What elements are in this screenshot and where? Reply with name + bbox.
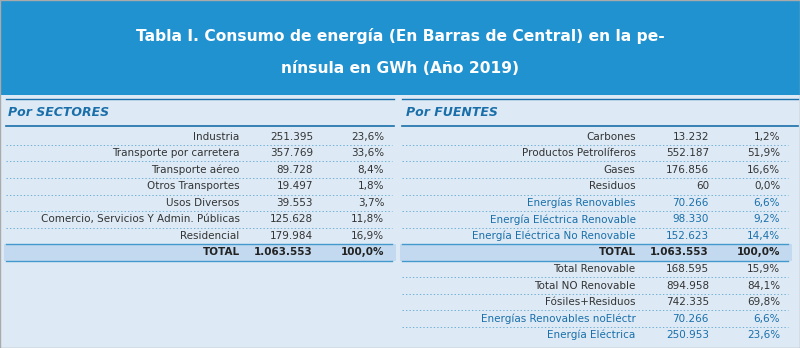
Text: 894.958: 894.958 xyxy=(666,280,709,291)
Text: 16,9%: 16,9% xyxy=(351,231,384,241)
Text: Usos Diversos: Usos Diversos xyxy=(166,198,240,208)
Text: 8,4%: 8,4% xyxy=(358,165,384,175)
Text: 357.769: 357.769 xyxy=(270,148,313,158)
Text: Fósiles+Residuos: Fósiles+Residuos xyxy=(545,297,636,307)
Text: 69,8%: 69,8% xyxy=(747,297,780,307)
Text: 16,6%: 16,6% xyxy=(747,165,780,175)
Text: 13.232: 13.232 xyxy=(672,132,709,142)
Text: 70.266: 70.266 xyxy=(673,314,709,324)
Text: Transporte por carretera: Transporte por carretera xyxy=(112,148,240,158)
Text: 19.497: 19.497 xyxy=(276,181,313,191)
Text: 23,6%: 23,6% xyxy=(351,132,384,142)
Text: 89.728: 89.728 xyxy=(276,165,313,175)
Text: 742.335: 742.335 xyxy=(666,297,709,307)
Text: Gases: Gases xyxy=(604,165,636,175)
Text: 176.856: 176.856 xyxy=(666,165,709,175)
FancyBboxPatch shape xyxy=(0,95,800,348)
Text: Total NO Renovable: Total NO Renovable xyxy=(534,280,636,291)
Text: 6,6%: 6,6% xyxy=(754,314,780,324)
Text: 14,4%: 14,4% xyxy=(747,231,780,241)
Text: Productos Petrolíferos: Productos Petrolíferos xyxy=(522,148,636,158)
Text: Residuos: Residuos xyxy=(589,181,636,191)
Text: 98.330: 98.330 xyxy=(673,214,709,224)
Text: 51,9%: 51,9% xyxy=(747,148,780,158)
Text: 6,6%: 6,6% xyxy=(754,198,780,208)
Text: Industria: Industria xyxy=(194,132,240,142)
FancyBboxPatch shape xyxy=(4,244,396,261)
Text: TOTAL: TOTAL xyxy=(202,247,240,258)
Text: 168.595: 168.595 xyxy=(666,264,709,274)
Text: 1.063.553: 1.063.553 xyxy=(254,247,313,258)
Text: 3,7%: 3,7% xyxy=(358,198,384,208)
FancyBboxPatch shape xyxy=(0,0,800,95)
Text: Total Renovable: Total Renovable xyxy=(554,264,636,274)
Text: Tabla I. Consumo de energía (En Barras de Central) en la pe-: Tabla I. Consumo de energía (En Barras d… xyxy=(136,28,664,44)
Text: 1,2%: 1,2% xyxy=(754,132,780,142)
FancyBboxPatch shape xyxy=(400,244,792,261)
Text: 552.187: 552.187 xyxy=(666,148,709,158)
Text: Energías Renovables noEléctr: Energías Renovables noEléctr xyxy=(481,314,636,324)
Text: 60: 60 xyxy=(696,181,709,191)
Text: 39.553: 39.553 xyxy=(276,198,313,208)
FancyBboxPatch shape xyxy=(400,98,792,128)
Text: 9,2%: 9,2% xyxy=(754,214,780,224)
Text: 179.984: 179.984 xyxy=(270,231,313,241)
Text: Carbones: Carbones xyxy=(586,132,636,142)
Text: Energías Renovables: Energías Renovables xyxy=(527,198,636,208)
Text: nínsula en GWh (Año 2019): nínsula en GWh (Año 2019) xyxy=(281,61,519,76)
Text: 33,6%: 33,6% xyxy=(351,148,384,158)
Text: Otros Transportes: Otros Transportes xyxy=(147,181,240,191)
FancyBboxPatch shape xyxy=(4,98,396,128)
Text: Comercio, Servicios Y Admin. Públicas: Comercio, Servicios Y Admin. Públicas xyxy=(41,214,240,224)
Text: Por FUENTES: Por FUENTES xyxy=(406,106,498,119)
Text: 125.628: 125.628 xyxy=(270,214,313,224)
Text: Residencial: Residencial xyxy=(180,231,240,241)
Text: 1.063.553: 1.063.553 xyxy=(650,247,709,258)
Text: 70.266: 70.266 xyxy=(673,198,709,208)
Text: 84,1%: 84,1% xyxy=(747,280,780,291)
Text: 1,8%: 1,8% xyxy=(358,181,384,191)
Text: 152.623: 152.623 xyxy=(666,231,709,241)
Text: Energía Eléctrica Renovable: Energía Eléctrica Renovable xyxy=(490,214,636,225)
Text: Transporte aéreo: Transporte aéreo xyxy=(151,165,240,175)
Text: 11,8%: 11,8% xyxy=(351,214,384,224)
Text: 15,9%: 15,9% xyxy=(747,264,780,274)
Text: 251.395: 251.395 xyxy=(270,132,313,142)
Text: 0,0%: 0,0% xyxy=(754,181,780,191)
Text: 250.953: 250.953 xyxy=(666,330,709,340)
Text: Energía Eléctrica No Renovable: Energía Eléctrica No Renovable xyxy=(472,231,636,241)
Text: TOTAL: TOTAL xyxy=(598,247,636,258)
Text: Energía Eléctrica: Energía Eléctrica xyxy=(547,330,636,340)
Text: 23,6%: 23,6% xyxy=(747,330,780,340)
Text: 100,0%: 100,0% xyxy=(341,247,384,258)
Text: 100,0%: 100,0% xyxy=(737,247,780,258)
Text: Por SECTORES: Por SECTORES xyxy=(8,106,109,119)
